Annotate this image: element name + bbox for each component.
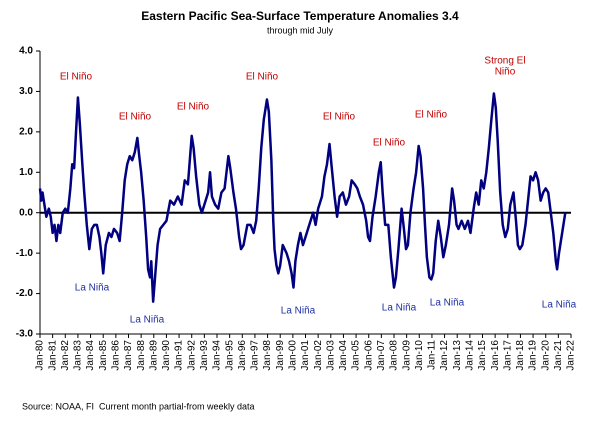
x-tick-label: Jan-86	[110, 340, 121, 371]
annotation: La Niña	[542, 300, 577, 311]
chart-title: Eastern Pacific Sea-Surface Temperature …	[141, 9, 459, 23]
x-tick-label: Jan-87	[123, 340, 134, 371]
x-tick-label: Jan-08	[389, 340, 400, 371]
annotation: El Niño	[246, 72, 279, 83]
y-tick-label: 3.0	[19, 86, 33, 97]
anomaly-line	[38, 92, 567, 303]
x-tick-label: Jan-04	[338, 340, 349, 371]
annotation: El Niño	[60, 72, 93, 83]
x-tick-label: Jan-85	[98, 340, 109, 371]
x-tick-label: Jan-07	[376, 340, 387, 371]
annotation: El Niño	[415, 110, 448, 121]
x-tick-label: Jan-88	[136, 340, 147, 371]
annotation: La Niña	[382, 303, 417, 314]
annotation: La Niña	[430, 298, 465, 309]
x-tick-label: Jan-94	[212, 340, 223, 371]
footer-source: Source: NOAA, FI	[22, 401, 94, 411]
x-tick-label: Jan-18	[515, 340, 526, 371]
x-tick-label: Jan-03	[325, 340, 336, 371]
x-tick-label: Jan-02	[313, 340, 324, 371]
x-tick-label: Jan-90	[161, 340, 172, 371]
x-tick-label: Jan-96	[237, 340, 248, 371]
x-tick-label: Jan-06	[363, 340, 374, 371]
x-tick-label: Jan-05	[351, 340, 362, 371]
x-tick-label: Jan-98	[262, 340, 273, 371]
x-tick-label: Jan-20	[540, 340, 551, 371]
x-tick-label: Jan-92	[186, 340, 197, 371]
x-tick-label: Jan-01	[300, 340, 311, 371]
x-tick-label: Jan-91	[174, 340, 185, 371]
x-tick-label: Jan-17	[502, 340, 513, 371]
x-tick-label: Jan-10	[414, 340, 425, 371]
y-tick-label: 4.0	[19, 46, 33, 57]
y-tick-label: -2.0	[16, 288, 34, 299]
x-tick-label: Jan-00	[287, 340, 298, 371]
x-tick-label: Jan-21	[553, 340, 564, 371]
chart-subtitle: through mid July	[267, 25, 334, 35]
x-tick-label: Jan-13	[452, 340, 463, 371]
x-tick-label: Jan-16	[490, 340, 501, 371]
x-tick-label: Jan-12	[439, 340, 450, 371]
x-tick-label: Jan-80	[35, 340, 46, 371]
x-tick-label: Jan-84	[85, 340, 96, 371]
x-tick-label: Jan-83	[73, 340, 84, 371]
annotation: La Niña	[75, 283, 110, 294]
x-tick-label: Jan-81	[47, 340, 58, 371]
x-tick-label: Jan-09	[401, 340, 412, 371]
y-tick-label: 0.0	[19, 207, 33, 218]
x-tick-label: Jan-19	[528, 340, 539, 371]
x-tick-label: Jan-99	[275, 340, 286, 371]
x-tick-label: Jan-93	[199, 340, 210, 371]
annotation: Strong El	[484, 56, 525, 67]
x-tick-label: Jan-89	[148, 340, 159, 371]
annotation: El Niño	[373, 138, 406, 149]
y-tick-label: 1.0	[19, 167, 33, 178]
annotation: Niño	[495, 67, 516, 78]
y-tick-label: -1.0	[16, 248, 34, 259]
x-tick-label: Jan-95	[224, 340, 235, 371]
y-tick-label: 2.0	[19, 126, 33, 137]
x-tick-label: Jan-15	[477, 340, 488, 371]
annotation: La Niña	[281, 306, 316, 317]
annotation: El Niño	[323, 112, 356, 123]
annotation: La Niña	[130, 315, 165, 326]
y-tick-label: -3.0	[16, 329, 34, 340]
annotation: El Niño	[177, 102, 210, 113]
footer-note: Current month partial-from weekly data	[99, 401, 255, 411]
annotation: El Niño	[119, 112, 152, 123]
x-tick-label: Jan-11	[427, 340, 438, 370]
x-tick-label: Jan-97	[250, 340, 261, 371]
x-tick-label: Jan-22	[566, 340, 577, 371]
x-tick-label: Jan-82	[60, 340, 71, 371]
x-tick-label: Jan-14	[464, 340, 475, 371]
